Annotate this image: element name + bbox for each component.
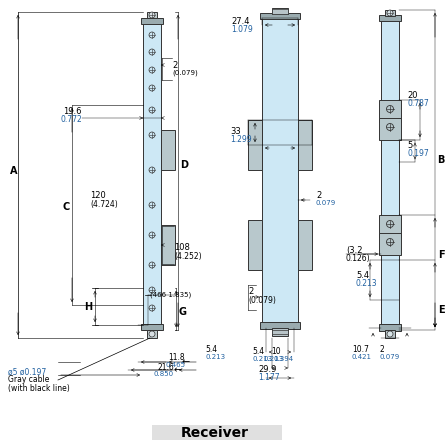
Text: 0.079: 0.079 — [380, 354, 400, 360]
Text: 29.9: 29.9 — [258, 365, 276, 375]
Bar — [298, 220, 312, 270]
Text: Gray cable: Gray cable — [8, 376, 49, 384]
Bar — [161, 130, 175, 170]
Bar — [143, 22, 161, 330]
Text: (0.079): (0.079) — [248, 295, 276, 304]
Bar — [379, 233, 401, 255]
Text: 33: 33 — [230, 126, 241, 135]
Text: 0.213: 0.213 — [356, 279, 378, 287]
Bar — [381, 20, 399, 330]
Text: 5.4: 5.4 — [252, 348, 264, 356]
Text: D: D — [180, 160, 188, 170]
Text: 2: 2 — [172, 61, 177, 69]
Bar — [379, 15, 401, 21]
Bar — [272, 9, 288, 14]
Circle shape — [149, 331, 155, 337]
Text: 0.126): 0.126) — [346, 254, 371, 263]
Bar — [262, 18, 298, 328]
Text: 2: 2 — [380, 345, 385, 355]
Text: H: H — [84, 302, 92, 312]
Circle shape — [149, 12, 155, 18]
Bar — [141, 324, 163, 330]
Bar — [260, 322, 300, 329]
Text: (4.252): (4.252) — [174, 252, 202, 262]
Text: ←: ← — [182, 357, 190, 367]
Bar — [248, 120, 262, 170]
Text: 20: 20 — [407, 92, 417, 101]
Text: 27.4: 27.4 — [231, 17, 250, 27]
Bar — [147, 12, 157, 18]
Text: E: E — [438, 305, 444, 315]
Text: 0.213: 0.213 — [263, 356, 283, 362]
Text: (0.079): (0.079) — [172, 70, 198, 76]
Text: (4.724): (4.724) — [90, 199, 118, 209]
Text: B: B — [437, 155, 445, 165]
Bar — [152, 425, 282, 440]
Text: (466 1.835): (466 1.835) — [150, 292, 191, 298]
Text: ø5 ø0.197: ø5 ø0.197 — [8, 368, 46, 376]
Text: 0.787: 0.787 — [407, 98, 429, 108]
Text: 1.299: 1.299 — [230, 135, 251, 145]
Text: G: G — [178, 307, 186, 317]
Text: 108: 108 — [174, 243, 190, 252]
Text: 0.197: 0.197 — [407, 149, 429, 158]
Text: 21.6: 21.6 — [157, 363, 174, 372]
Text: Receiver: Receiver — [181, 426, 249, 440]
Bar — [147, 330, 157, 338]
Text: 5.4: 5.4 — [205, 345, 217, 355]
Text: 5: 5 — [407, 141, 412, 150]
Bar — [379, 100, 401, 122]
Bar — [298, 120, 312, 170]
Bar — [385, 330, 395, 338]
Bar — [272, 8, 288, 14]
Text: A: A — [10, 166, 18, 176]
Circle shape — [387, 331, 393, 337]
Text: (with black line): (with black line) — [8, 384, 70, 392]
Text: 0.465: 0.465 — [165, 362, 185, 368]
Text: 10.7: 10.7 — [352, 345, 369, 355]
Circle shape — [387, 10, 393, 16]
Text: 2: 2 — [248, 287, 253, 296]
Text: 1.079: 1.079 — [231, 25, 253, 35]
Text: 0.850: 0.850 — [154, 371, 174, 377]
Text: 0.213: 0.213 — [205, 354, 225, 360]
Text: 0.772: 0.772 — [60, 116, 82, 125]
Text: 0.079: 0.079 — [316, 200, 336, 206]
Text: 5.4: 5.4 — [356, 271, 369, 279]
Bar — [379, 118, 401, 140]
Bar — [260, 13, 300, 19]
Bar — [272, 330, 288, 334]
Text: 10: 10 — [271, 348, 281, 356]
Text: 120: 120 — [90, 190, 106, 199]
Bar — [385, 10, 395, 16]
Bar — [379, 215, 401, 237]
Text: (3.2: (3.2 — [346, 246, 363, 255]
Bar — [248, 220, 262, 270]
Text: ←: ← — [174, 365, 182, 375]
Bar — [141, 18, 163, 24]
Text: 19.6: 19.6 — [64, 108, 82, 117]
Text: 0.421: 0.421 — [352, 354, 372, 360]
Bar — [379, 324, 401, 331]
Text: 11.8: 11.8 — [168, 353, 185, 363]
Text: F: F — [438, 250, 444, 260]
Text: 2: 2 — [316, 191, 321, 201]
Text: 0.213: 0.213 — [252, 356, 272, 362]
Bar — [272, 328, 288, 336]
Text: 0.394: 0.394 — [274, 356, 294, 362]
Text: C: C — [62, 202, 69, 212]
Text: 1.177: 1.177 — [258, 373, 279, 383]
Bar — [161, 225, 175, 265]
